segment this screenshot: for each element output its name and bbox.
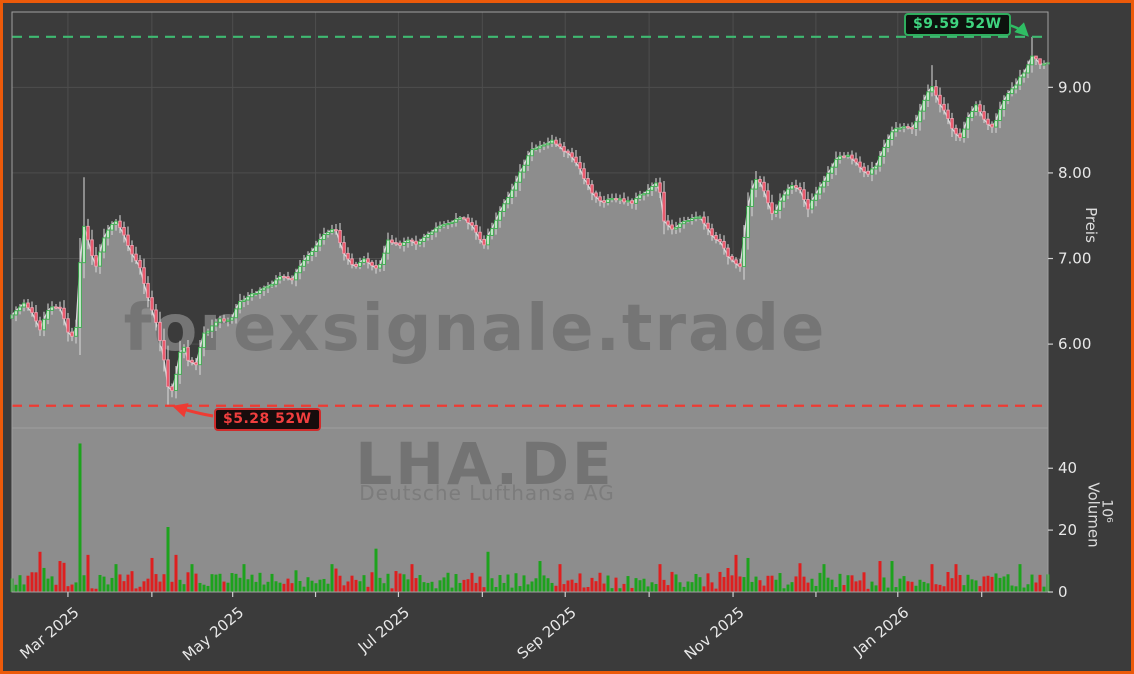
watermark-domain: forexsignale.trade — [124, 292, 827, 366]
volume-axis-multiplier: 10⁶ — [1098, 499, 1115, 523]
watermark-company: Deutsche Lufthansa AG — [359, 481, 614, 505]
svg-text:0: 0 — [1058, 583, 1068, 601]
high-52w-annotation: $9.59 52W — [904, 13, 1011, 36]
svg-text:9.00: 9.00 — [1058, 78, 1091, 96]
watermark-symbol: LHA.DE — [355, 430, 614, 498]
low-52w-annotation: $5.28 52W — [214, 408, 321, 431]
price-axis-title: Preis — [1081, 207, 1100, 243]
stock-chart-canvas: forexsignale.trade LHA.DE Deutsche Lufth… — [3, 3, 1131, 671]
svg-text:6.00: 6.00 — [1058, 335, 1091, 353]
candlestick-layer — [10, 36, 1050, 406]
volume-bars-layer — [10, 443, 1050, 592]
svg-text:20: 20 — [1058, 521, 1077, 539]
svg-text:7.00: 7.00 — [1058, 250, 1091, 268]
svg-text:8.00: 8.00 — [1058, 164, 1091, 182]
svg-text:40: 40 — [1058, 459, 1077, 477]
